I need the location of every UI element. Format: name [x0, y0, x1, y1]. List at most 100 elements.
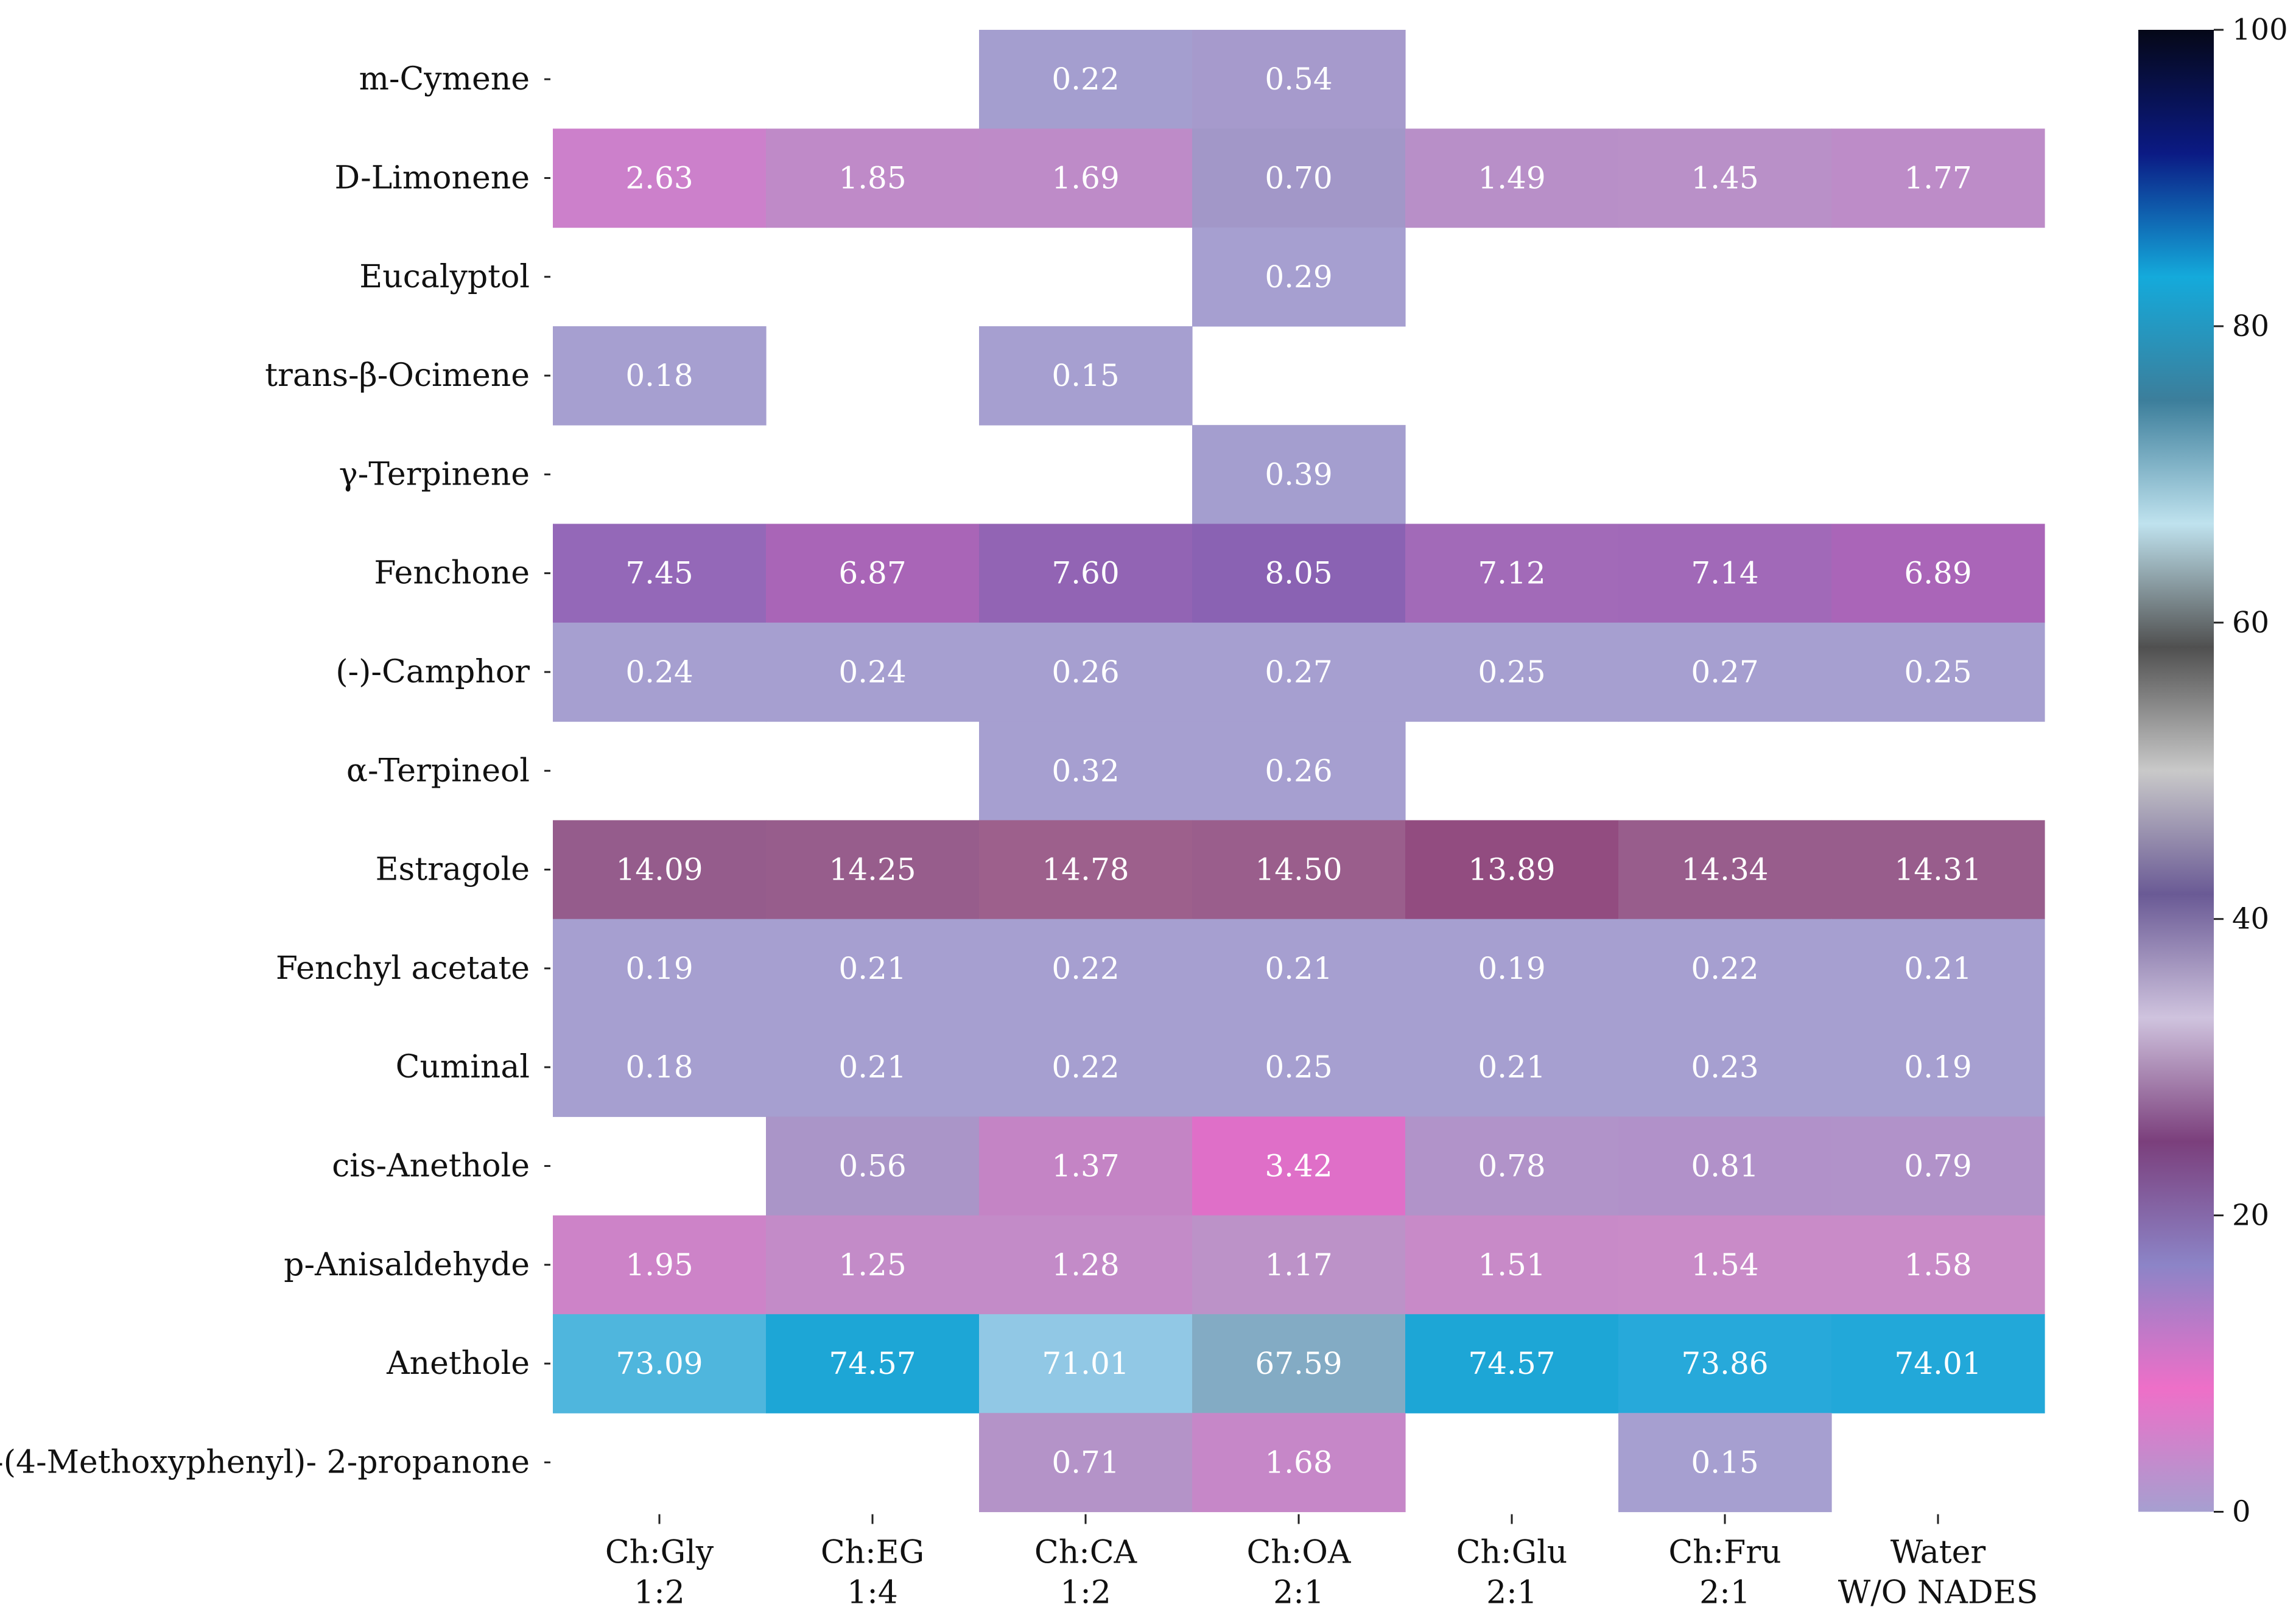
heatmap-cells	[553, 30, 2045, 1513]
colorbar-tick-label: 60	[2232, 606, 2269, 640]
heatmap-cell	[1618, 128, 1832, 228]
column-label-line1: Ch:Gly	[605, 1535, 714, 1571]
heatmap-cell	[1831, 1018, 2045, 1117]
heatmap-cell	[979, 1018, 1193, 1117]
cell-value-label: 0.21	[1265, 951, 1332, 986]
cell-value-label: 0.15	[1691, 1445, 1758, 1480]
cell-value-label: 1.54	[1691, 1247, 1758, 1283]
heatmap-cell	[1618, 524, 1832, 623]
heatmap-cell	[1405, 820, 1619, 920]
heatmap-cell	[1618, 1314, 1832, 1413]
heatmap-cell	[1192, 1215, 1406, 1315]
cell-value-label: 0.81	[1691, 1148, 1758, 1183]
cell-value-label: 0.32	[1051, 753, 1119, 788]
cell-value-label: 1.49	[1478, 160, 1545, 195]
colorbar: 0 20 40 60 80 100	[2138, 13, 2288, 1529]
row-label: Cuminal	[396, 1049, 530, 1085]
cell-value-label: 0.21	[1904, 951, 1971, 986]
cell-value-label: 71.01	[1042, 1346, 1129, 1381]
column-label-line2: 1:2	[634, 1575, 685, 1611]
cell-value-label: 0.27	[1265, 654, 1332, 690]
heatmap-cell	[1192, 524, 1406, 623]
cell-value-label: 0.26	[1051, 654, 1119, 690]
heatmap-cell	[1618, 820, 1832, 920]
heatmap-cell	[1192, 30, 1406, 129]
heatmap-cell	[553, 524, 767, 623]
cell-value-label: 74.57	[829, 1346, 916, 1381]
cell-value-label: 1.25	[838, 1247, 906, 1283]
cell-value-label: 0.22	[1051, 1049, 1119, 1085]
cell-value-label: 1.68	[1265, 1445, 1332, 1480]
row-label: trans-β-Ocimene	[265, 357, 530, 394]
heatmap-cell	[1192, 1314, 1406, 1413]
heatmap-cell	[553, 326, 767, 426]
cell-value-label: 1.45	[1691, 160, 1758, 195]
cell-value-label: 0.18	[625, 1049, 693, 1085]
heatmap-cell	[1618, 919, 1832, 1018]
row-label: γ-Terpinene	[339, 456, 530, 492]
cell-value-label: 0.22	[1051, 61, 1119, 97]
column-label-line1: Water	[1891, 1535, 1986, 1571]
row-label: p-Anisaldehyde	[284, 1247, 530, 1283]
heatmap-cell	[1831, 1116, 2045, 1216]
heatmap-cell	[766, 524, 980, 623]
row-label: Anethole	[386, 1345, 530, 1382]
cell-value-label: 1.77	[1904, 160, 1971, 195]
cell-value-label: 7.60	[1051, 556, 1119, 591]
cell-value-label: 0.18	[625, 358, 693, 393]
heatmap-cell	[979, 128, 1193, 228]
cell-value-label: 0.27	[1691, 654, 1758, 690]
cell-value-label: 0.19	[1904, 1049, 1971, 1085]
colorbar-tick-label: 80	[2232, 309, 2269, 343]
heatmap-cell	[1831, 128, 2045, 228]
column-label-line1: Ch:OA	[1247, 1535, 1352, 1571]
heatmap-cell	[979, 1215, 1193, 1315]
cell-value-label: 0.21	[838, 1049, 906, 1085]
heatmap-cell	[1831, 820, 2045, 920]
heatmap-cell	[1405, 1116, 1619, 1216]
column-label-line2: 2:1	[1273, 1575, 1324, 1611]
heatmap-cell	[1192, 128, 1406, 228]
heatmap-cell	[553, 1215, 767, 1315]
cell-value-label: 74.57	[1468, 1346, 1555, 1381]
cell-value-label: 1.17	[1265, 1247, 1332, 1283]
cell-value-label: 0.24	[625, 654, 693, 690]
heatmap-cell	[1192, 622, 1406, 722]
row-label: (-)-Camphor	[335, 654, 530, 690]
row-label: Eucalyptol	[359, 259, 530, 295]
cell-value-label: 0.22	[1691, 951, 1758, 986]
y-axis-labels: m-Cymene D-Limonene Eucalyptol trans-β-Ocim…	[0, 61, 550, 1480]
cell-value-label: 1.85	[838, 160, 906, 195]
heatmap-cell	[1192, 1018, 1406, 1117]
row-label: Estragole	[376, 852, 530, 888]
heatmap-cell	[1192, 820, 1406, 920]
heatmap-cell	[553, 128, 767, 228]
heatmap-cell	[766, 622, 980, 722]
heatmap-cell	[1831, 622, 2045, 722]
column-label-line1: Ch:EG	[821, 1535, 924, 1571]
cell-value-label: 14.34	[1681, 852, 1768, 888]
cell-value-label: 1.51	[1478, 1247, 1545, 1283]
heatmap-cell	[766, 1215, 980, 1315]
cell-value-label: 14.78	[1042, 852, 1129, 888]
heatmap-cell	[1192, 721, 1406, 821]
cell-value-label: 1.37	[1051, 1148, 1119, 1183]
heatmap-cell-labels: 0.22 0.54 2.63 1.85 1.69 0.70 1.49 1.45 1.77 0.29…	[616, 61, 1981, 1480]
heatmap-cell	[1618, 1116, 1832, 1216]
cell-value-label: 0.21	[1478, 1049, 1545, 1085]
colorbar-tick-label: 20	[2232, 1199, 2269, 1233]
heatmap-cell	[979, 524, 1193, 623]
heatmap-cell	[979, 622, 1193, 722]
heatmap-cell	[1618, 1215, 1832, 1315]
row-label: Fenchyl acetate	[276, 950, 530, 987]
cell-value-label: 73.86	[1681, 1346, 1768, 1381]
heatmap-cell	[1831, 1314, 2045, 1413]
heatmap-cell	[1831, 524, 2045, 623]
heatmap-cell	[553, 622, 767, 722]
row-label: 1-(4-Methoxyphenyl)- 2-propanone	[0, 1444, 530, 1480]
heatmap-cell	[1192, 1413, 1406, 1513]
cell-value-label: 0.25	[1904, 654, 1971, 690]
row-label: cis-Anethole	[332, 1147, 530, 1184]
heatmap-cell	[553, 1314, 767, 1413]
